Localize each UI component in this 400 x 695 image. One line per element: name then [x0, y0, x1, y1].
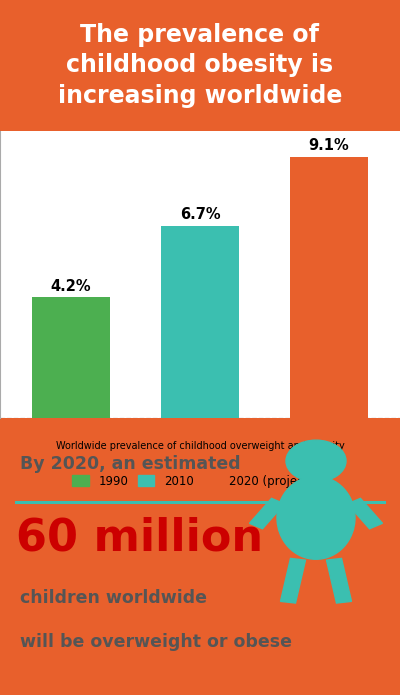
Text: 60 million: 60 million	[16, 517, 263, 560]
Legend: 1990, 2010, 2020 (projected): 1990, 2010, 2020 (projected)	[68, 470, 332, 493]
FancyArrow shape	[280, 559, 306, 603]
Text: children worldwide: children worldwide	[20, 589, 207, 607]
Text: The prevalence of
childhood obesity is
increasing worldwide: The prevalence of childhood obesity is i…	[58, 23, 342, 108]
Bar	[290, 157, 368, 418]
Ellipse shape	[277, 476, 355, 559]
Text: Worldwide prevalence of childhood overweight and obesity: Worldwide prevalence of childhood overwe…	[56, 441, 344, 451]
FancyArrow shape	[348, 498, 382, 529]
Bar	[32, 297, 110, 418]
FancyArrow shape	[326, 559, 352, 603]
Circle shape	[286, 440, 346, 482]
FancyArrow shape	[250, 498, 284, 529]
Text: 4.2%: 4.2%	[51, 279, 91, 294]
Text: By 2020, an estimated: By 2020, an estimated	[20, 455, 241, 473]
Text: 6.7%: 6.7%	[180, 207, 220, 222]
Text: will be overweight or obese: will be overweight or obese	[20, 633, 292, 651]
Bar	[161, 226, 239, 418]
Text: 9.1%: 9.1%	[309, 138, 350, 154]
